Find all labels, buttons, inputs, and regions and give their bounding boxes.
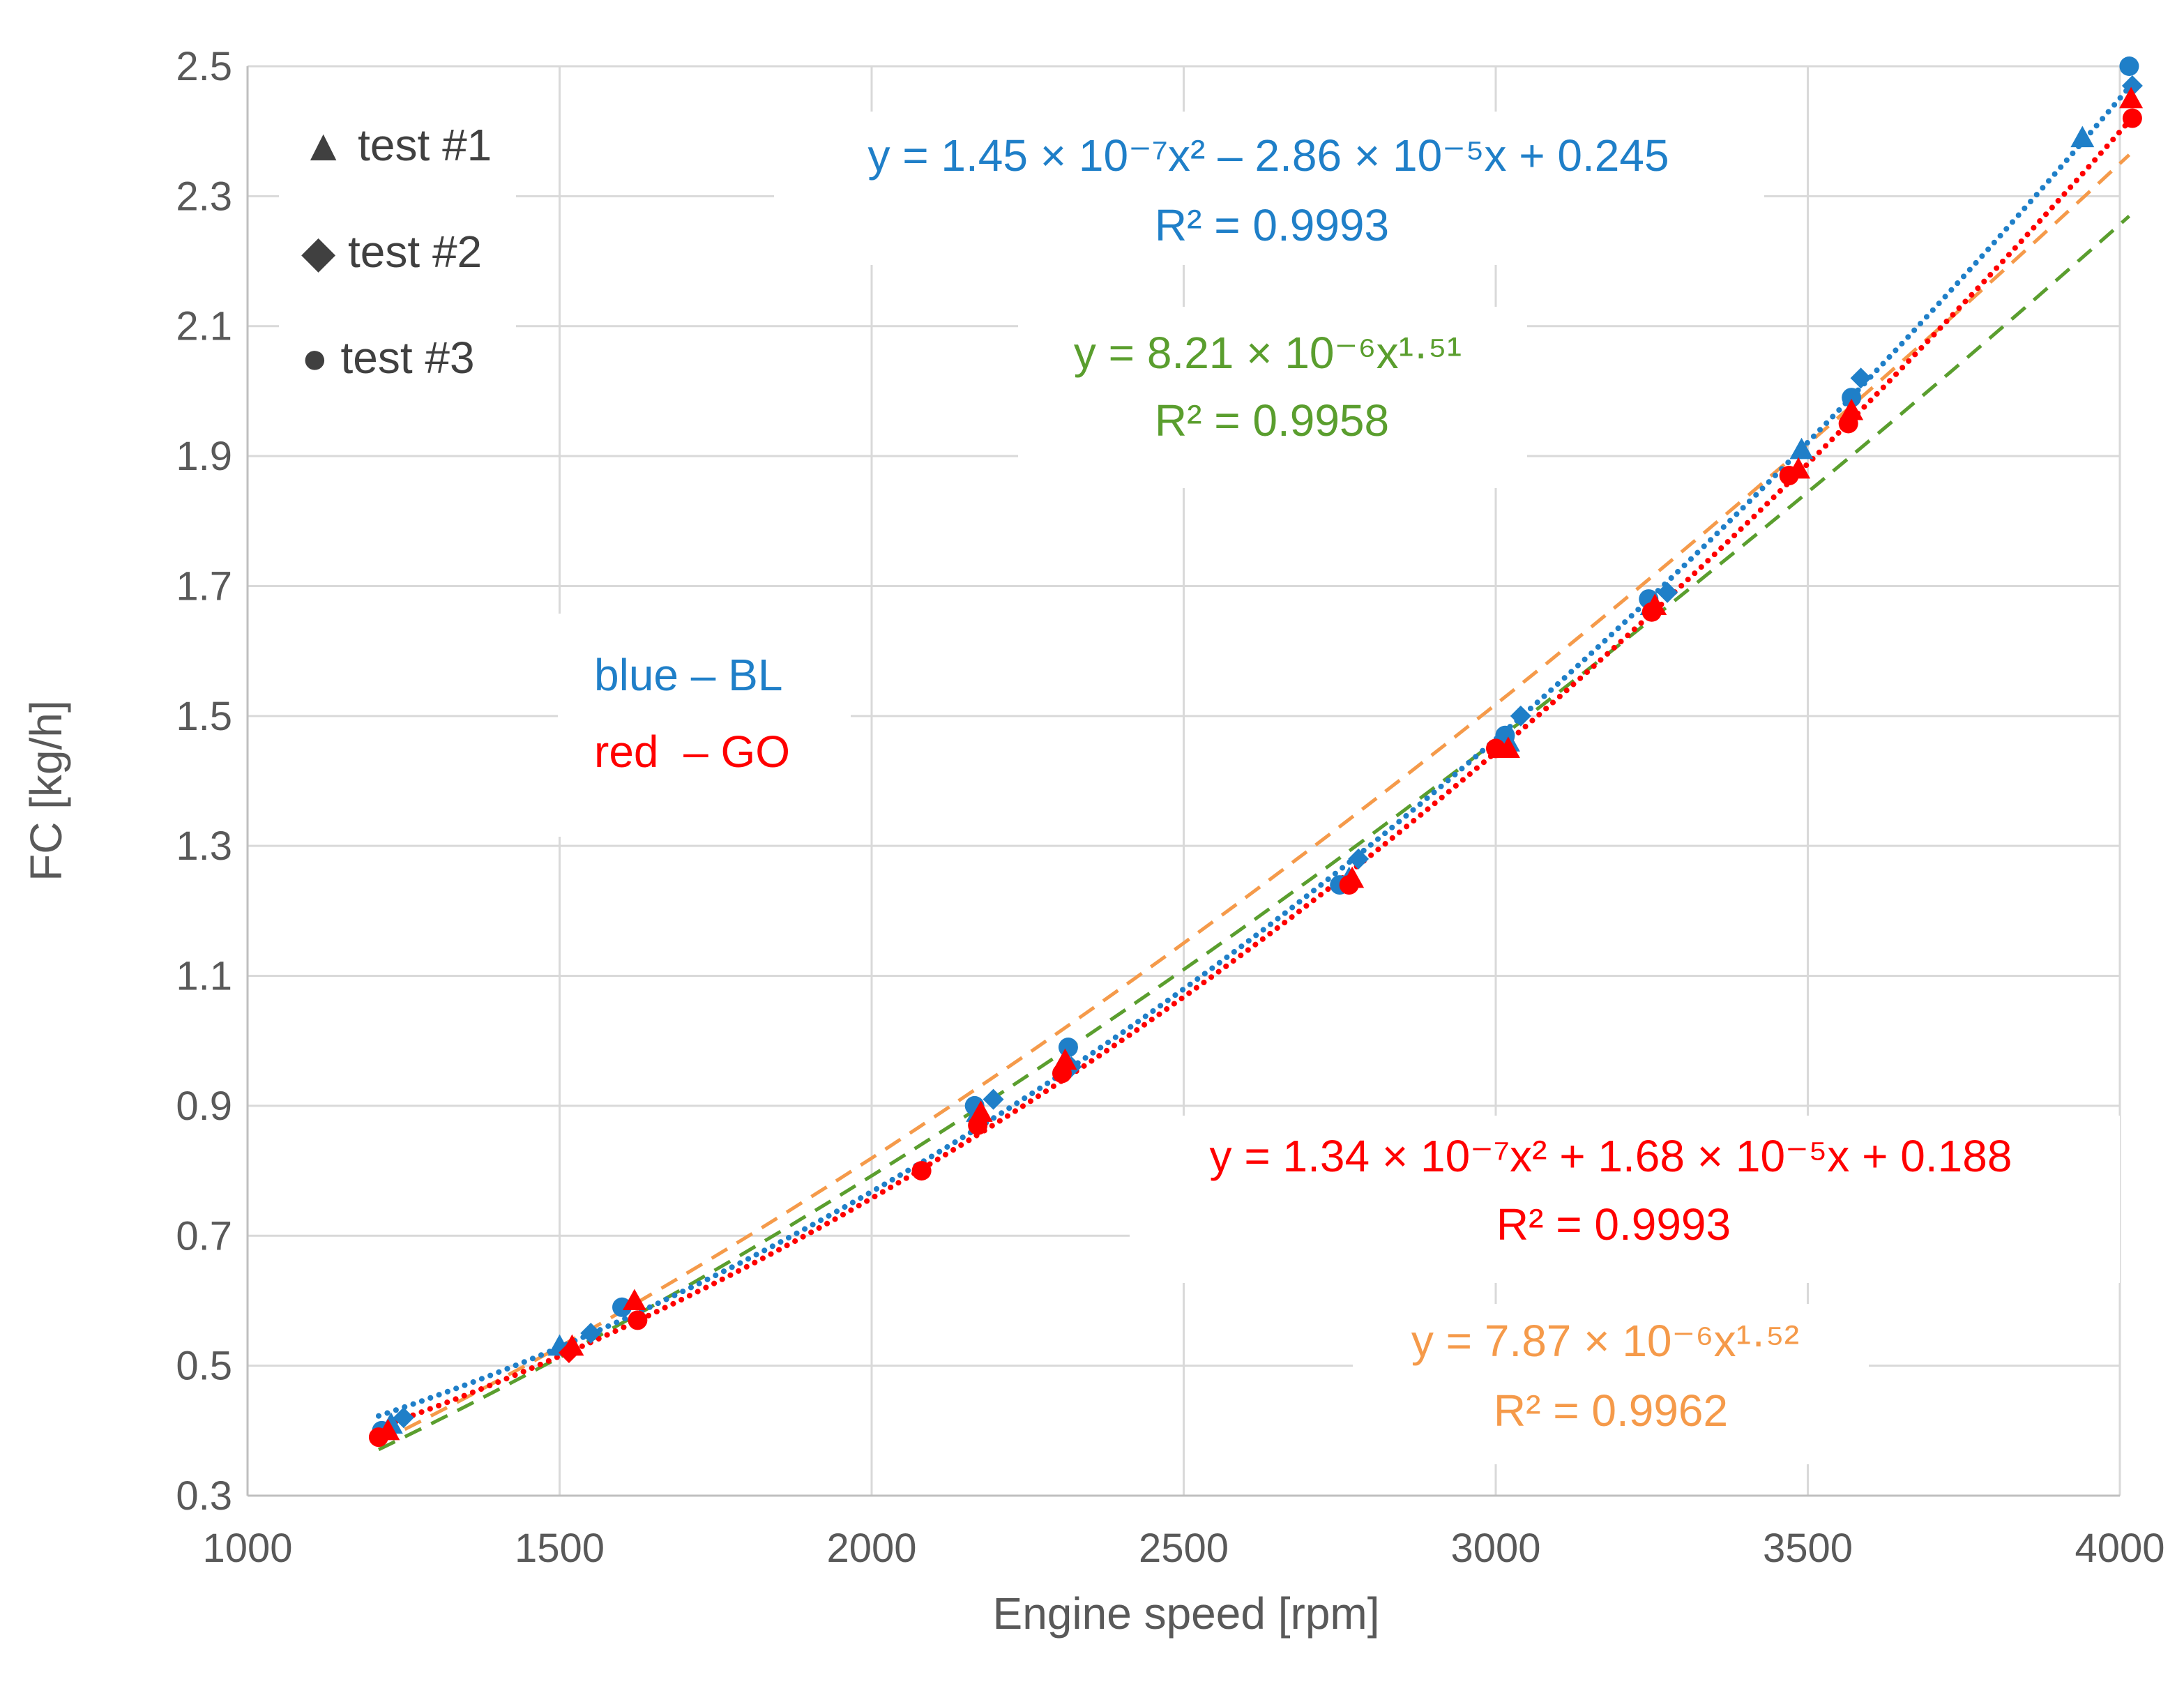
annotation-green: y = 8.21 × 10⁻⁶x¹·⁵¹ R² = 0.9958 [1018,307,1527,488]
data-point-blue-circle [1842,388,1862,408]
x-axis-title: Engine speed [rpm] [993,1588,1380,1639]
data-point-red-triangle [969,1100,993,1122]
y-tick-label: 0.9 [176,1084,232,1129]
annotation-orange-background [1353,1304,1869,1464]
color-key-background [558,614,851,837]
data-point-red-circle [2122,108,2142,128]
annotation-red: y = 1.34 × 10⁻⁷x² + 1.68 × 10⁻⁵x + 0.188… [1130,1116,2120,1283]
data-point-blue-diamond [1657,582,1678,603]
annotation-blue-background [774,112,1764,265]
y-tick-label: 1.3 [176,823,232,869]
data-point-red-circle [911,1161,932,1181]
y-tick-label: 1.7 [176,563,232,609]
data-point-blue-diamond [1850,367,1872,389]
x-tick-label: 3000 [1450,1526,1540,1571]
annotation-red-equation: y = 1.34 × 10⁻⁷x² + 1.68 × 10⁻⁵x + 0.188 [1210,1131,2012,1181]
color-key-blue: blue – BL [594,650,782,700]
data-point-red-triangle [376,1418,400,1441]
annotation-green-r2: R² = 0.9958 [1155,395,1389,446]
data-point-blue-diamond [1348,848,1370,869]
data-point-red-triangle [1787,457,1811,479]
fit-line-red [376,111,2139,1431]
annotation-red-r2: R² = 0.9993 [1496,1199,1731,1250]
y-tick-label: 0.5 [176,1344,232,1389]
y-tick-label: 1.9 [176,434,232,479]
data-point-red-triangle [1496,736,1520,759]
legend-item-test3: ● test #3 [301,333,475,383]
data-point-blue-circle [2119,56,2139,76]
fit-line-green [377,215,2131,1452]
legend-item-test1: ▲ test #1 [301,120,492,170]
data-point-red-triangle [2119,86,2144,109]
x-tick-label: 1500 [515,1526,605,1571]
annotation-red-background [1130,1116,2120,1283]
data-point-blue-diamond [2121,75,2143,96]
annotation-orange-equation: y = 7.87 × 10⁻⁶x¹·⁵² [1411,1316,1799,1366]
y-tick-label: 0.3 [176,1473,232,1519]
data-point-red-triangle [1340,866,1365,888]
y-tick-label: 1.1 [176,954,232,999]
annotation-blue-r2: R² = 0.9993 [1155,200,1389,250]
legend-item-test2: ◆ test #2 [301,227,482,277]
color-key-red: red – GO [594,727,790,777]
data-point-red-triangle [622,1289,646,1311]
data-point-red-triangle [1643,593,1667,616]
legend: ▲ test #1 ◆ test #2 ● test #3 [279,105,516,397]
data-point-blue-diamond [580,1323,602,1344]
annotation-green-background [1018,307,1527,488]
data-point-blue-triangle [1789,437,1814,460]
fit-line-blue [376,77,2139,1419]
fit-line-orange [377,153,2131,1445]
y-tick-label: 2.3 [176,174,232,219]
y-tick-label: 2.5 [176,44,232,89]
data-point-blue-circle [612,1297,632,1317]
data-point-blue-diamond [393,1407,414,1429]
axes [246,66,2120,1497]
annotation-blue-equation: y = 1.45 × 10⁻⁷x² – 2.86 × 10⁻⁵x + 0.245 [867,130,1669,181]
data-point-blue-triangle [2070,126,2095,148]
data-point-red-diamond [558,1342,579,1363]
color-key: blue – BL red – GO [558,614,851,837]
data-point-red-triangle [1053,1048,1077,1070]
y-tick-label: 0.7 [176,1213,232,1259]
annotation-orange: y = 7.87 × 10⁻⁶x¹·⁵² R² = 0.9962 [1353,1304,1869,1464]
annotation-green-equation: y = 8.21 × 10⁻⁶x¹·⁵¹ [1074,328,1462,378]
y-tick-label: 2.1 [176,304,232,349]
x-tick-label: 3500 [1763,1526,1853,1571]
annotation-blue: y = 1.45 × 10⁻⁷x² – 2.86 × 10⁻⁵x + 0.245… [774,112,1764,265]
x-tick-label: 2000 [826,1526,916,1571]
x-tick-label: 1000 [202,1526,292,1571]
legend-background [279,105,516,397]
data-point-blue-diamond [1510,705,1531,727]
y-axis-title: FC [kg/h] [21,700,71,881]
data-point-blue-diamond [983,1088,1004,1110]
fit-lines [376,77,2139,1452]
annotation-orange-r2: R² = 0.9962 [1494,1385,1728,1436]
x-tick-label: 2500 [1139,1526,1229,1571]
y-tick-label: 1.5 [176,694,232,739]
tick-labels: 0.3 0.5 0.7 0.9 1.1 1.3 1.5 1.7 1.9 2.1 2.3 2.5 1000… [176,44,2164,1571]
data-points [368,56,2144,1448]
data-point-red-triangle [1840,398,1864,420]
x-tick-label: 4000 [2075,1526,2164,1571]
data-point-red-circle [628,1310,648,1330]
